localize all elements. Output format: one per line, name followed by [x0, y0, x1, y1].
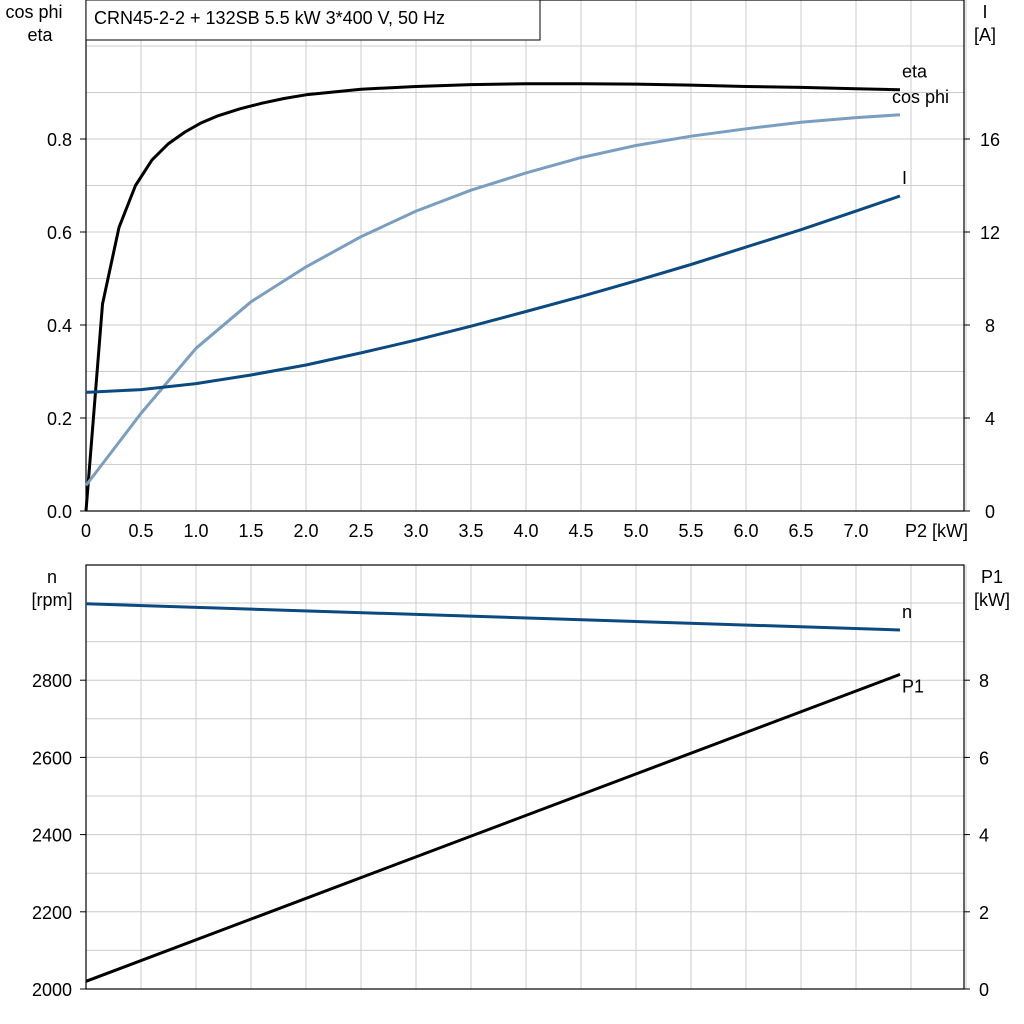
y-left-axis-title: cos phi [5, 2, 62, 22]
bottom-series: n P1 [85, 602, 924, 983]
series-label-n: n [902, 602, 912, 622]
bottom-labels: 2000 2200 2400 2600 2800 0 2 4 6 8 n [rpm] P1 [kW] [31, 567, 1010, 1000]
bottom-panel: n P1 2000 2200 2400 2600 2800 0 2 4 6 8 n [rpm] P1 [kW… [31, 564, 1010, 1000]
x-tick-label: 2.0 [293, 521, 318, 541]
y-right-tick-label: 0 [979, 980, 989, 1000]
y-left-tick-label: 0.4 [47, 316, 72, 336]
y-right-axis-title: I [982, 2, 987, 22]
y-left-tick-label: 2400 [32, 826, 72, 846]
y-left-tick-label: 0.8 [47, 130, 72, 150]
series-line-eta [84, 82, 901, 512]
y-right-axis-title: P1 [981, 567, 1003, 587]
y-left-tick-label: 2600 [32, 748, 72, 768]
series-label-I: I [902, 168, 907, 188]
x-tick-label: 0.5 [128, 521, 153, 541]
y-left-tick-label: 0.0 [47, 502, 72, 522]
x-tick-label: 5.0 [623, 521, 648, 541]
y-right-tick-label: 4 [979, 826, 989, 846]
x-tick-label: 1.0 [183, 521, 208, 541]
x-tick-label: 6.0 [733, 521, 758, 541]
y-right-tick-label: 4 [985, 409, 995, 429]
top-grid [86, 0, 967, 511]
bottom-plot-frame [85, 564, 965, 990]
bottom-grid [86, 565, 967, 989]
x-tick-label: 4.5 [568, 521, 593, 541]
y-right-axis-title: [A] [974, 25, 996, 45]
y-left-tick-label: 0.6 [47, 223, 72, 243]
x-tick-label: 7.0 [843, 521, 868, 541]
x-axis-label: P2 [kW] [905, 521, 968, 541]
title-box [85, 0, 541, 41]
y-right-tick-label: 0 [985, 502, 995, 522]
series-line-cos-phi [84, 113, 901, 487]
x-tick-label: 2.5 [348, 521, 373, 541]
top-series: eta cos phi I [84, 62, 949, 512]
top-labels: 0 0.5 1.0 1.5 2.0 2.5 3.0 3.5 4.0 4.5 5.0 5.5 6.0 6.5… [5, 2, 1000, 541]
chart-title: CRN45-2-2 + 132SB 5.5 kW 3*400 V, 50 Hz [94, 8, 445, 28]
x-tick-label: 3.0 [403, 521, 428, 541]
top-panel: eta cos phi I 0 0.5 1.0 1.5 2.0 2.5 3.0 3.5 4.0 4.5… [5, 0, 1000, 541]
series-line-n [85, 602, 901, 632]
series-label-P1: P1 [902, 676, 924, 696]
x-tick-label: 1.5 [238, 521, 263, 541]
y-left-tick-label: 2200 [32, 903, 72, 923]
series-line-I [85, 194, 901, 394]
y-left-axis-title: eta [27, 25, 53, 45]
y-left-tick-label: 2000 [32, 980, 72, 1000]
top-plot-frame [85, 0, 965, 512]
x-tick-label: 4.0 [513, 521, 538, 541]
y-left-tick-label: 2800 [32, 671, 72, 691]
y-left-axis-title: [rpm] [31, 590, 72, 610]
y-right-tick-label: 8 [985, 316, 995, 336]
y-right-tick-label: 12 [980, 223, 1000, 243]
x-tick-label: 0 [81, 521, 91, 541]
series-label-cos-phi: cos phi [892, 87, 949, 107]
y-left-axis-title: n [47, 567, 57, 587]
y-right-tick-label: 8 [979, 671, 989, 691]
y-right-axis-title: [kW] [974, 590, 1010, 610]
series-line-P1 [85, 672, 901, 983]
x-tick-label: 6.5 [788, 521, 813, 541]
y-left-tick-label: 0.2 [47, 409, 72, 429]
x-tick-label: 5.5 [678, 521, 703, 541]
y-right-tick-label: 6 [979, 748, 989, 768]
y-right-tick-label: 16 [980, 130, 1000, 150]
x-tick-label: 3.5 [458, 521, 483, 541]
series-label-eta: eta [902, 62, 928, 82]
y-right-tick-label: 2 [979, 903, 989, 923]
